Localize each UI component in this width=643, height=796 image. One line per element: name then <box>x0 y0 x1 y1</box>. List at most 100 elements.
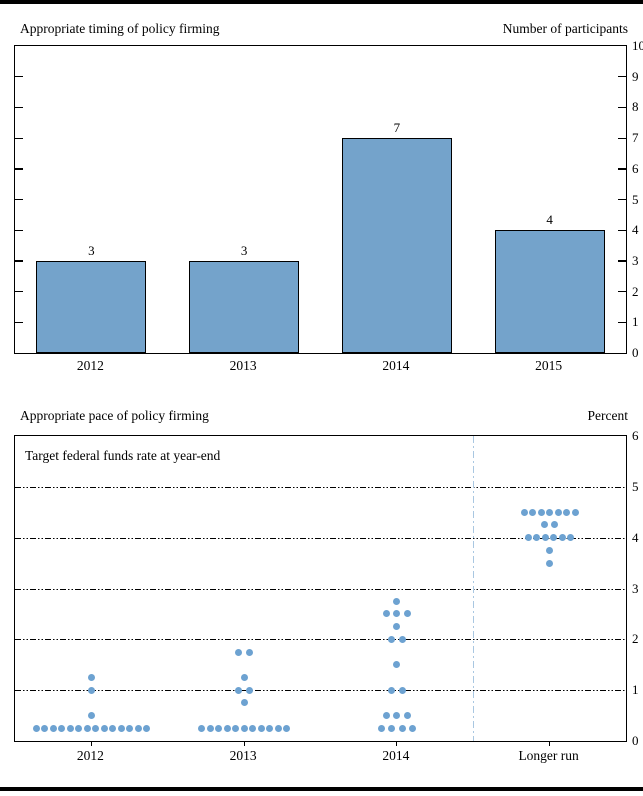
y-axis-label: 10 <box>632 38 643 53</box>
y-tick-right <box>618 106 626 109</box>
dot <box>143 724 151 732</box>
dot-chart-frame: Target federal funds rate at year-end <box>14 435 627 746</box>
dot <box>58 724 66 732</box>
dot <box>235 686 243 694</box>
bar-value-label: 3 <box>88 242 95 258</box>
bar-chart-header: Appropriate timing of policy firming Num… <box>20 21 628 37</box>
x-tick <box>396 741 398 746</box>
dot <box>245 686 253 694</box>
y-axis-label: 1 <box>632 314 639 330</box>
dot-chart-unit-label: Percent <box>587 408 628 423</box>
dot <box>398 724 406 732</box>
bar-chart-frame: 3 3 7 4 <box>14 45 627 354</box>
x-tick <box>90 741 92 746</box>
dot <box>245 648 253 656</box>
dot <box>393 597 401 605</box>
longer-run-separator <box>473 436 475 741</box>
y-tick-right <box>618 137 626 139</box>
y-tick-left <box>15 321 23 324</box>
dot <box>393 661 401 669</box>
y-axis-label: 5 <box>632 191 639 207</box>
dot <box>546 559 554 567</box>
dot <box>206 724 214 732</box>
dot <box>240 699 248 707</box>
y-axis-label: 9 <box>632 68 639 84</box>
dot <box>409 724 417 732</box>
dot <box>393 610 401 618</box>
y-tick-left <box>15 199 23 201</box>
dot <box>87 712 95 720</box>
bar-chart-title: Appropriate timing of policy firming <box>20 21 220 36</box>
dot <box>100 724 108 732</box>
bar-value-label: 4 <box>546 212 553 228</box>
dot <box>398 686 406 694</box>
dot <box>240 673 248 681</box>
dot <box>546 546 554 554</box>
dot <box>240 724 248 732</box>
y-axis-label: 2 <box>632 631 639 647</box>
dot <box>393 623 401 631</box>
y-tick-right <box>618 321 626 324</box>
gridline-4 <box>15 537 626 539</box>
dot <box>540 521 548 529</box>
dot <box>393 712 401 720</box>
dot <box>554 508 562 516</box>
y-axis-label: 2 <box>632 283 639 299</box>
dot <box>32 724 40 732</box>
x-tick <box>549 741 551 746</box>
dot <box>546 508 554 516</box>
dot-chart-title: Appropriate pace of policy firming <box>20 408 209 423</box>
dot <box>257 724 265 732</box>
x-axis-label: 2015 <box>535 358 563 373</box>
y-tick-left <box>15 260 23 262</box>
dot <box>558 534 566 542</box>
y-axis-label: 4 <box>632 529 639 545</box>
dot <box>41 724 49 732</box>
dot <box>398 635 406 643</box>
dot <box>403 712 411 720</box>
y-axis-label: 1 <box>632 682 639 698</box>
x-tick <box>243 741 245 746</box>
dot <box>215 724 223 732</box>
dot <box>550 534 558 542</box>
dot <box>382 610 390 618</box>
y-tick-right <box>618 168 626 170</box>
dot-chart-plot: Target federal funds rate at year-end 20… <box>0 428 643 765</box>
dot <box>232 724 240 732</box>
dot <box>66 724 74 732</box>
dot <box>520 508 528 516</box>
dot <box>567 534 575 542</box>
y-tick-left <box>15 168 23 170</box>
dot <box>563 508 571 516</box>
y-tick-right <box>618 291 626 293</box>
dot <box>49 724 57 732</box>
y-axis-label: 6 <box>632 428 639 443</box>
y-tick-right <box>618 229 626 231</box>
y-tick-left <box>15 229 23 231</box>
dot <box>117 724 125 732</box>
x-axis-label: 2012 <box>76 748 104 763</box>
dot <box>126 724 134 732</box>
bottom-border-rule <box>0 787 643 791</box>
dot <box>533 534 541 542</box>
dot <box>388 635 396 643</box>
bar-value-label: 3 <box>240 242 248 258</box>
dot-chart-header: Appropriate pace of policy firming Perce… <box>20 408 628 424</box>
dot <box>249 724 257 732</box>
y-axis-label: 8 <box>632 99 639 115</box>
y-tick-left <box>15 291 23 293</box>
dot-chart-annotation: Target federal funds rate at year-end <box>25 448 221 463</box>
bar-2012 <box>36 260 147 353</box>
dot <box>274 724 282 732</box>
y-tick-right <box>618 260 626 262</box>
top-border-rule <box>0 0 643 4</box>
x-axis-label: 2013 <box>229 358 257 373</box>
dot <box>571 508 579 516</box>
y-tick-left <box>15 137 23 139</box>
dot <box>223 724 231 732</box>
dot <box>134 724 142 732</box>
dot <box>524 534 532 542</box>
dot <box>283 724 291 732</box>
x-axis-label: 2012 <box>76 358 104 373</box>
